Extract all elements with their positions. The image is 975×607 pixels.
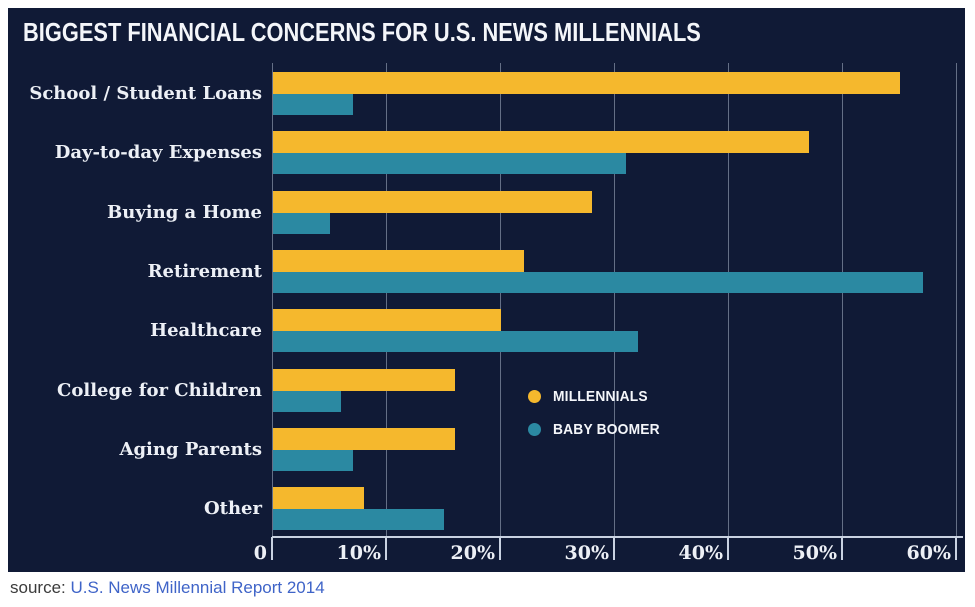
bar-millennials [273, 249, 524, 272]
category-label: College for Children [57, 379, 262, 401]
chart-title: BIGGEST FINANCIAL CONCERNS FOR U.S. NEWS… [23, 17, 701, 47]
x-tick-label: 30% [564, 542, 610, 564]
legend-item: BABY BOOMER [528, 413, 669, 446]
axis-tick-40 [727, 537, 729, 560]
baby-boomer-dot-icon [528, 423, 541, 436]
plot-area: 0 10% 20% 30% 40% 50% 60% School / Student Loan… [29, 63, 963, 564]
source-prefix: source: [10, 578, 66, 597]
category-label: Day-to-day Expenses [54, 142, 262, 164]
axis-tick-50 [841, 537, 843, 560]
bar-baby-boomer [273, 271, 923, 293]
bar-baby-boomer [273, 449, 353, 471]
gridline-40 [728, 63, 729, 537]
bar-baby-boomer [273, 509, 444, 531]
x-axis-line [272, 536, 963, 538]
bar-baby-boomer [273, 390, 342, 412]
legend-label: BABY BOOMER [553, 421, 660, 438]
category-label: Retirement [147, 260, 262, 282]
gridline-0 [272, 63, 273, 537]
x-tick-label: 40% [678, 542, 724, 564]
bar-baby-boomer [273, 212, 330, 234]
bar-millennials [273, 427, 456, 450]
x-tick-label: 0 [253, 542, 267, 564]
bar-millennials [273, 309, 501, 332]
legend-item: MILLENNIALS [528, 380, 669, 413]
millennials-dot-icon [528, 390, 541, 403]
gridline-10 [386, 63, 387, 537]
x-tick-label: 60% [906, 542, 952, 564]
bar-millennials [273, 72, 900, 94]
x-tick-label: 50% [792, 542, 838, 564]
category-label: Other [203, 498, 262, 520]
bar-baby-boomer [273, 331, 638, 353]
gridline-20 [500, 63, 501, 537]
x-tick-label: 20% [450, 542, 496, 564]
category-label: Buying a Home [107, 201, 262, 223]
gridline-50 [842, 63, 843, 537]
category-label: Healthcare [150, 320, 262, 342]
gridline-60 [956, 63, 957, 537]
bar-millennials [273, 368, 456, 391]
category-label: Aging Parents [119, 438, 262, 460]
category-label: School / Student Loans [29, 83, 262, 104]
gridline-30 [614, 63, 615, 537]
axis-tick-20 [499, 537, 501, 560]
axis-tick-10 [385, 537, 387, 560]
source-line: source: U.S. News Millennial Report 2014 [10, 578, 325, 598]
axis-tick-30 [613, 537, 615, 560]
source-link[interactable]: U.S. News Millennial Report 2014 [70, 578, 325, 597]
chart-legend: MILLENNIALS BABY BOOMER [528, 380, 669, 446]
bar-millennials [273, 487, 365, 510]
x-tick-label: 10% [336, 542, 382, 564]
bar-baby-boomer [273, 94, 353, 115]
bar-millennials [273, 131, 809, 154]
axis-tick-60 [955, 537, 957, 560]
chart-panel: BIGGEST FINANCIAL CONCERNS FOR U.S. NEWS… [8, 8, 965, 572]
bar-baby-boomer [273, 153, 627, 175]
legend-label: MILLENNIALS [553, 388, 648, 405]
axis-tick-0 [271, 537, 273, 560]
bar-millennials [273, 190, 593, 213]
